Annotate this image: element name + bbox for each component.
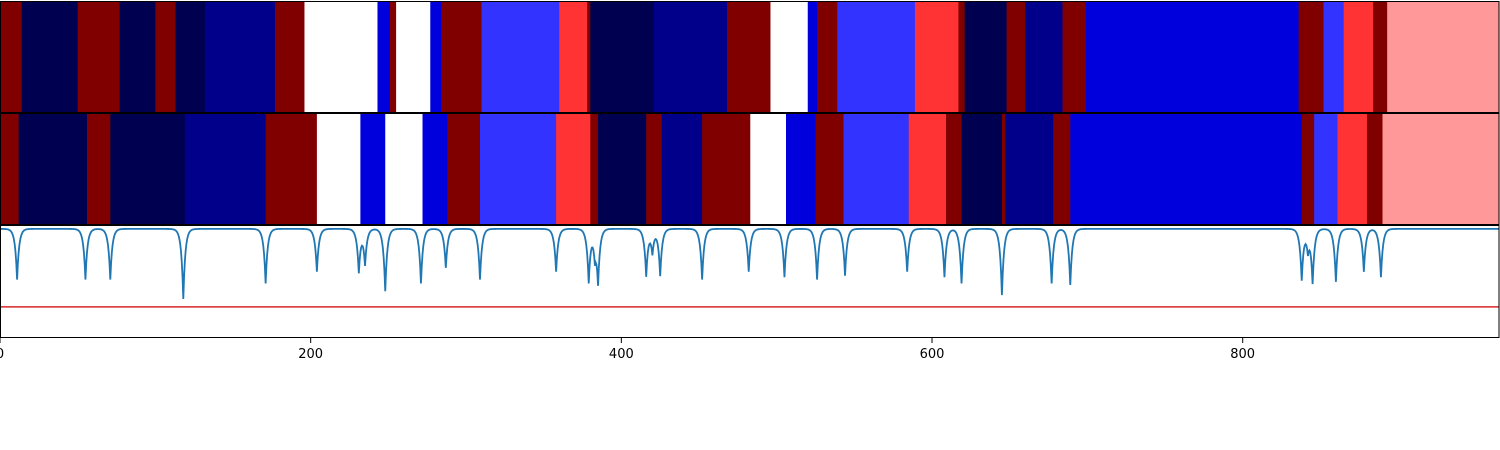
- panel-frames: [0, 1, 1500, 338]
- heatmap-cell: [961, 113, 1003, 225]
- heatmap-cell: [265, 113, 318, 225]
- heatmap-cell: [750, 113, 787, 225]
- heatmap-cell: [1301, 113, 1315, 225]
- heatmap-cell: [1005, 113, 1054, 225]
- panel-frame: [0, 1, 1500, 113]
- heatmap-cell: [0, 1, 23, 113]
- heatmap-cell: [360, 113, 386, 225]
- panel-frame: [0, 113, 1500, 225]
- heatmap-cell: [653, 1, 728, 113]
- heatmap-cell: [646, 113, 663, 225]
- heatmap-cell: [175, 1, 206, 113]
- panel-frame: [0, 225, 1500, 338]
- heatmap-cell: [702, 113, 751, 225]
- heatmap-cell: [1001, 113, 1006, 225]
- heatmap-cell: [958, 1, 966, 113]
- heatmap-cell: [119, 1, 156, 113]
- x-axis: 0 200 400 600 800: [0, 338, 1255, 362]
- heatmap-cell: [377, 1, 391, 113]
- heatmap-cell: [1337, 113, 1368, 225]
- heatmap-cell: [815, 113, 845, 225]
- heatmap-cell: [1053, 113, 1071, 225]
- x-tick-label: 400: [609, 347, 634, 362]
- heatmap-cell: [1085, 1, 1300, 113]
- heatmap-cell: [389, 1, 397, 113]
- heatmap-cell: [598, 113, 647, 225]
- heatmap-cell: [86, 113, 111, 225]
- heatmap-track-2: [0, 113, 1500, 225]
- heatmap-cell: [205, 1, 276, 113]
- heatmap-cell: [481, 1, 560, 113]
- heatmap-cell: [590, 1, 655, 113]
- heatmap-cell: [1070, 113, 1303, 225]
- x-tick-label: 600: [920, 347, 945, 362]
- heatmap-cell: [964, 1, 1008, 113]
- heatmap-cell: [817, 1, 838, 113]
- signal-line: [0, 228, 1499, 300]
- x-tick-label: 800: [1230, 347, 1255, 362]
- heatmap-cell: [590, 113, 599, 225]
- heatmap-cell: [1062, 1, 1087, 113]
- heatmap-cell: [914, 1, 960, 113]
- heatmap-track-1: [0, 1, 1500, 113]
- heatmap-cell: [837, 1, 916, 113]
- heatmap-cell: [1382, 113, 1500, 225]
- heatmap-cell: [843, 113, 910, 225]
- heatmap-cell: [18, 113, 88, 225]
- heatmap-cell: [1373, 1, 1388, 113]
- heatmap-cell: [441, 1, 483, 113]
- heatmap-cell: [304, 1, 379, 113]
- heatmap-cell: [155, 1, 177, 113]
- heatmap-cell: [274, 1, 306, 113]
- x-tick-label: 0: [0, 347, 4, 362]
- heatmap-cell: [726, 1, 772, 113]
- heatmap-cell: [422, 113, 448, 225]
- heatmap-cell: [1298, 1, 1325, 113]
- heatmap-cell: [770, 1, 809, 113]
- heatmap-cell: [946, 113, 963, 225]
- heatmap-cell: [1006, 1, 1026, 113]
- heatmap-cell: [1343, 1, 1374, 113]
- heatmap-cell: [1323, 1, 1345, 113]
- heatmap-cell: [908, 113, 947, 225]
- heatmap-cell: [807, 1, 818, 113]
- heatmap-cell: [396, 1, 431, 113]
- heatmap-cell: [1025, 1, 1064, 113]
- heatmap-cell: [316, 113, 361, 225]
- heatmap-cell: [786, 113, 817, 225]
- heatmap-cell: [447, 113, 481, 225]
- heatmap-cell: [556, 113, 591, 225]
- heatmap-cell: [184, 113, 267, 225]
- heatmap-cell: [587, 1, 591, 113]
- heatmap-cell: [661, 113, 703, 225]
- heatmap-cell: [77, 1, 121, 113]
- heatmap-cell: [1387, 1, 1500, 113]
- heatmap-cell: [1314, 113, 1339, 225]
- heatmap-cell: [559, 1, 588, 113]
- heatmap-cell: [1366, 113, 1384, 225]
- x-tick-label: 200: [298, 347, 323, 362]
- heatmap-cell: [385, 113, 424, 225]
- heatmap-cell: [0, 113, 20, 225]
- signal-panel: [0, 228, 1499, 308]
- heatmap-cell: [479, 113, 557, 225]
- heatmap-cell: [430, 1, 442, 113]
- heatmap-cell: [110, 113, 186, 225]
- heatmap-cell: [21, 1, 79, 113]
